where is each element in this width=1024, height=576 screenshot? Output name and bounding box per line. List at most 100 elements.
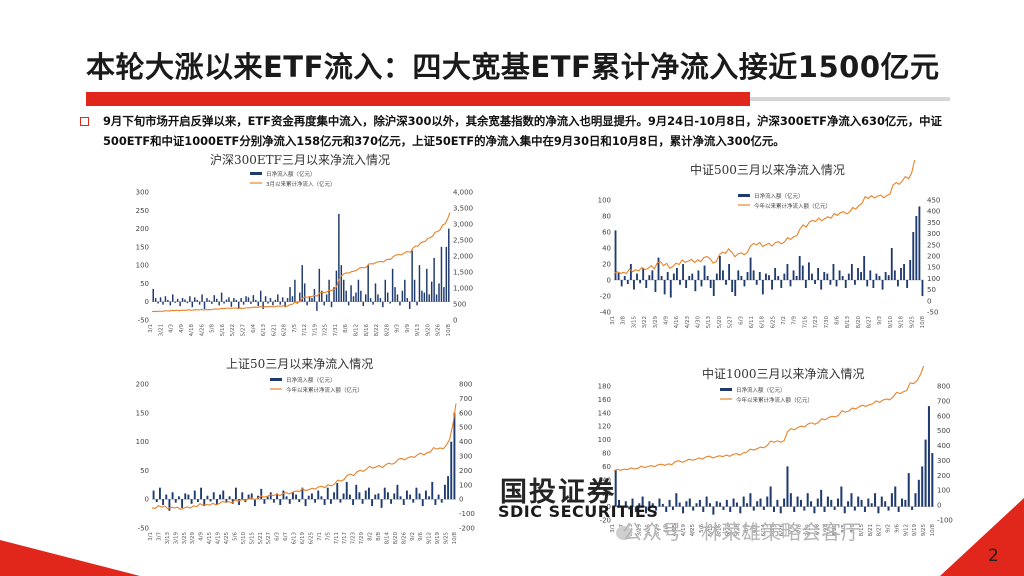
bar [171,492,174,500]
x-tick: 7/5 [325,532,331,541]
title-underline-red [86,92,750,106]
bar [705,496,708,507]
y-right-tick: 100 [927,275,940,283]
y-right-tick: 100 [937,487,950,495]
y-left-tick: 180 [598,383,611,391]
bar [906,280,909,288]
x-tick: 7/2 [781,316,787,325]
x-tick: 4/19 [681,524,687,537]
y-left-tick: 200 [136,225,149,233]
x-tick: 4/19 [216,532,222,545]
bar [823,506,826,512]
bar [761,280,764,295]
bar [820,280,823,290]
bar [917,479,920,507]
bar [440,499,443,503]
bar [752,270,755,280]
bar [725,280,727,285]
bar [253,499,256,507]
x-tick: 3/1 [148,532,154,541]
x-tick: 4/23 [685,316,691,329]
x-tick: 5/15 [249,532,255,545]
bar [277,294,279,302]
bar [688,276,691,280]
legend-swatch-bar [720,388,732,391]
bar [396,484,399,500]
x-tick: 7/11 [334,532,340,544]
bar [911,506,914,510]
legend-label-cumulative: 今年以来累计净流入额（亿元） [286,386,363,394]
x-tick: 8/22 [374,324,380,336]
y-left-tick: -50 [138,525,149,533]
bar [393,493,396,500]
bar [299,292,301,302]
x-tick: 5/6 [699,524,705,533]
bar [355,484,358,500]
bar [262,301,264,310]
x-tick: 5/6 [232,532,238,541]
bar [651,270,654,280]
bar [691,273,694,280]
x-tick: 7/19 [312,324,318,337]
x-tick: 8/27 [877,524,883,537]
bar [887,275,890,280]
y-left-tick: 50 [140,467,149,475]
x-tick: 7/25 [323,324,329,337]
y-right-tick: 600 [937,412,950,420]
bar [749,493,752,507]
bar [853,506,856,511]
cumulative-line [151,403,457,511]
bar [743,280,746,287]
bar [927,406,930,507]
y-right-tick: 500 [453,301,466,309]
x-tick: 8/20 [393,532,399,545]
bar [317,490,320,500]
x-tick: 3/8 [621,316,627,325]
bar [301,487,304,500]
bar [799,499,802,507]
x-tick: 3/19 [173,532,179,545]
bar [840,486,843,507]
bar [307,495,310,500]
watermark-logo: 国投证券 [500,477,616,508]
bar [402,499,405,505]
x-tick: 4/9 [663,316,669,325]
bar [863,506,866,512]
bar [399,496,402,500]
bar [685,501,688,507]
bar [194,297,196,302]
bar [298,499,301,503]
bar [325,294,328,302]
y-left-tick: 20 [602,261,611,269]
x-tick: 5/16 [220,324,226,337]
x-tick: 8/13 [845,316,851,329]
bar [206,298,208,302]
bar [783,273,786,280]
bar [801,265,804,280]
x-tick: 4/9 [199,532,205,541]
bar [722,270,724,280]
y-right-tick: 2,000 [453,253,473,261]
x-tick: 5/27 [728,316,734,329]
bar [896,280,899,287]
bar [404,279,406,302]
bar [281,297,284,302]
bar [918,206,921,280]
bar [878,276,881,280]
bar [758,272,761,280]
bar [240,298,242,302]
bar [406,298,408,302]
bar [295,494,298,500]
bar [394,287,396,302]
bar [266,496,269,500]
x-tick: 3/25 [182,532,188,545]
bar [269,492,272,500]
bar [433,257,435,302]
bar [914,493,917,507]
x-tick: 4/30 [696,316,702,329]
legend-swatch-bar [270,378,282,381]
y-right-tick: -200 [459,525,475,533]
bar [798,256,801,280]
bar [235,299,238,302]
bar [369,298,372,302]
